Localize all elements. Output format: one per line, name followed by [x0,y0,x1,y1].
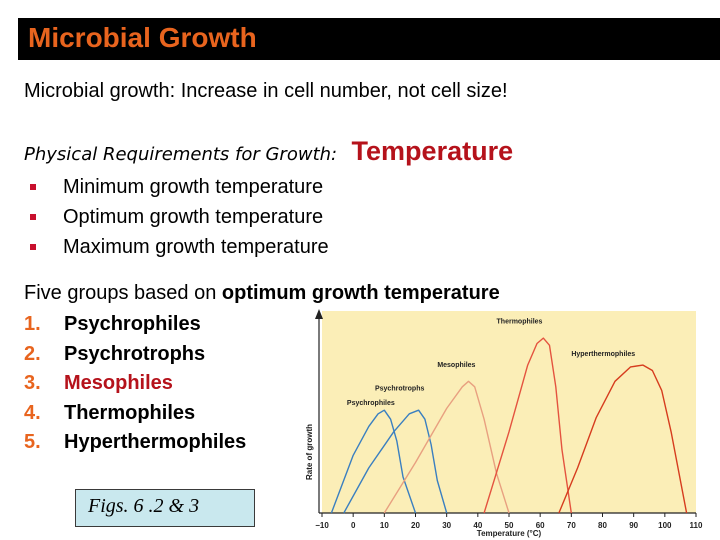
x-axis-label: Temperature (°C) [477,529,542,538]
intro-text: Microbial growth: Increase in cell numbe… [24,80,508,102]
x-tick-label: 40 [473,521,482,530]
groups-list: 1. Psychrophiles 2. Psychrotrophs 3. Mesoph… [24,310,246,458]
requirements-line: Physical Requirements for Growth: Temper… [24,136,513,167]
series-label-psychrotrophs: Psychrotrophs [375,385,425,392]
group-item: 3. Mesophiles [24,369,246,399]
group-label: Thermophiles [64,401,196,424]
bullet-square-icon [30,244,36,250]
bullet-text: Maximum growth temperature [63,235,329,258]
series-label-hyperthermophiles: Hyperthermophiles [571,351,635,358]
group-item: 4. Thermophiles [24,399,246,429]
five-groups-prefix: Five groups based on [24,282,222,304]
slide-title: Microbial Growth [28,22,257,53]
group-item: 2. Psychrotrophs [24,340,246,370]
series-line-psychrotrophs [343,409,448,514]
bullet-square-icon [30,184,36,190]
bullet-text: Minimum growth temperature [63,175,324,198]
growth-temperature-chart: −10 0 10 20 30 40 50 60 70 80 90 100 110 Temperature … [305,309,703,538]
figure-caption-box: Figs. 6 .2 & 3 [75,489,255,527]
bullet-item: Minimum growth temperature [24,172,329,202]
x-tick-label: 90 [629,521,638,530]
five-groups-bold: optimum growth temperature [221,282,500,304]
y-axis-arrow-icon [315,309,323,319]
group-number: 5. [24,431,41,454]
group-item: 1. Psychrophiles [24,310,246,340]
group-number: 4. [24,401,41,424]
x-tick-label: −10 [315,521,329,530]
series-line-hyperthermophiles [558,364,688,514]
bullet-text: Optimum growth temperature [63,205,324,228]
bullet-item: Optimum growth temperature [24,202,329,232]
group-item: 5. Hyperthermophiles [24,428,246,458]
series-line-mesophiles [383,380,510,514]
x-tick-label: 20 [411,521,420,530]
group-label: Psychrophiles [64,313,201,336]
bullet-item: Maximum growth temperature [24,232,329,262]
group-label: Hyperthermophiles [64,431,247,454]
bullet-list: Minimum growth temperature Optimum growt… [24,172,329,262]
requirements-label: Physical Requirements for Growth: [24,144,338,165]
requirements-highlight: Temperature [351,136,514,166]
series-line-thermophiles [483,337,572,514]
group-label: Psychrotrophs [64,342,206,365]
series-label-mesophiles: Mesophiles [437,362,475,369]
series-line-psychrophiles [330,409,417,514]
y-axis-label: Rate of growth [305,424,314,480]
group-number: 3. [24,372,41,395]
x-tick-label: 30 [442,521,451,530]
series-label-thermophiles: Thermophiles [497,319,543,326]
bullet-square-icon [30,214,36,220]
figure-caption: Figs. 6 .2 & 3 [88,495,200,517]
x-tick-label: 110 [690,521,703,530]
group-label: Mesophiles [64,372,173,395]
x-tick-label: 100 [658,521,672,530]
x-tick-label: 0 [351,521,356,530]
five-groups-line: Five groups based on optimum growth temp… [24,282,500,305]
group-number: 2. [24,342,41,365]
plot-background [322,311,696,513]
x-tick-label: 80 [598,521,607,530]
x-tick-label: 50 [505,521,514,530]
series-label-psychrophiles: Psychrophiles [347,400,395,407]
x-tick-label: 60 [536,521,545,530]
x-tick-label: 70 [567,521,576,530]
group-number: 1. [24,313,41,336]
title-bar: Microbial Growth [18,18,720,60]
x-tick-label: 10 [380,521,389,530]
